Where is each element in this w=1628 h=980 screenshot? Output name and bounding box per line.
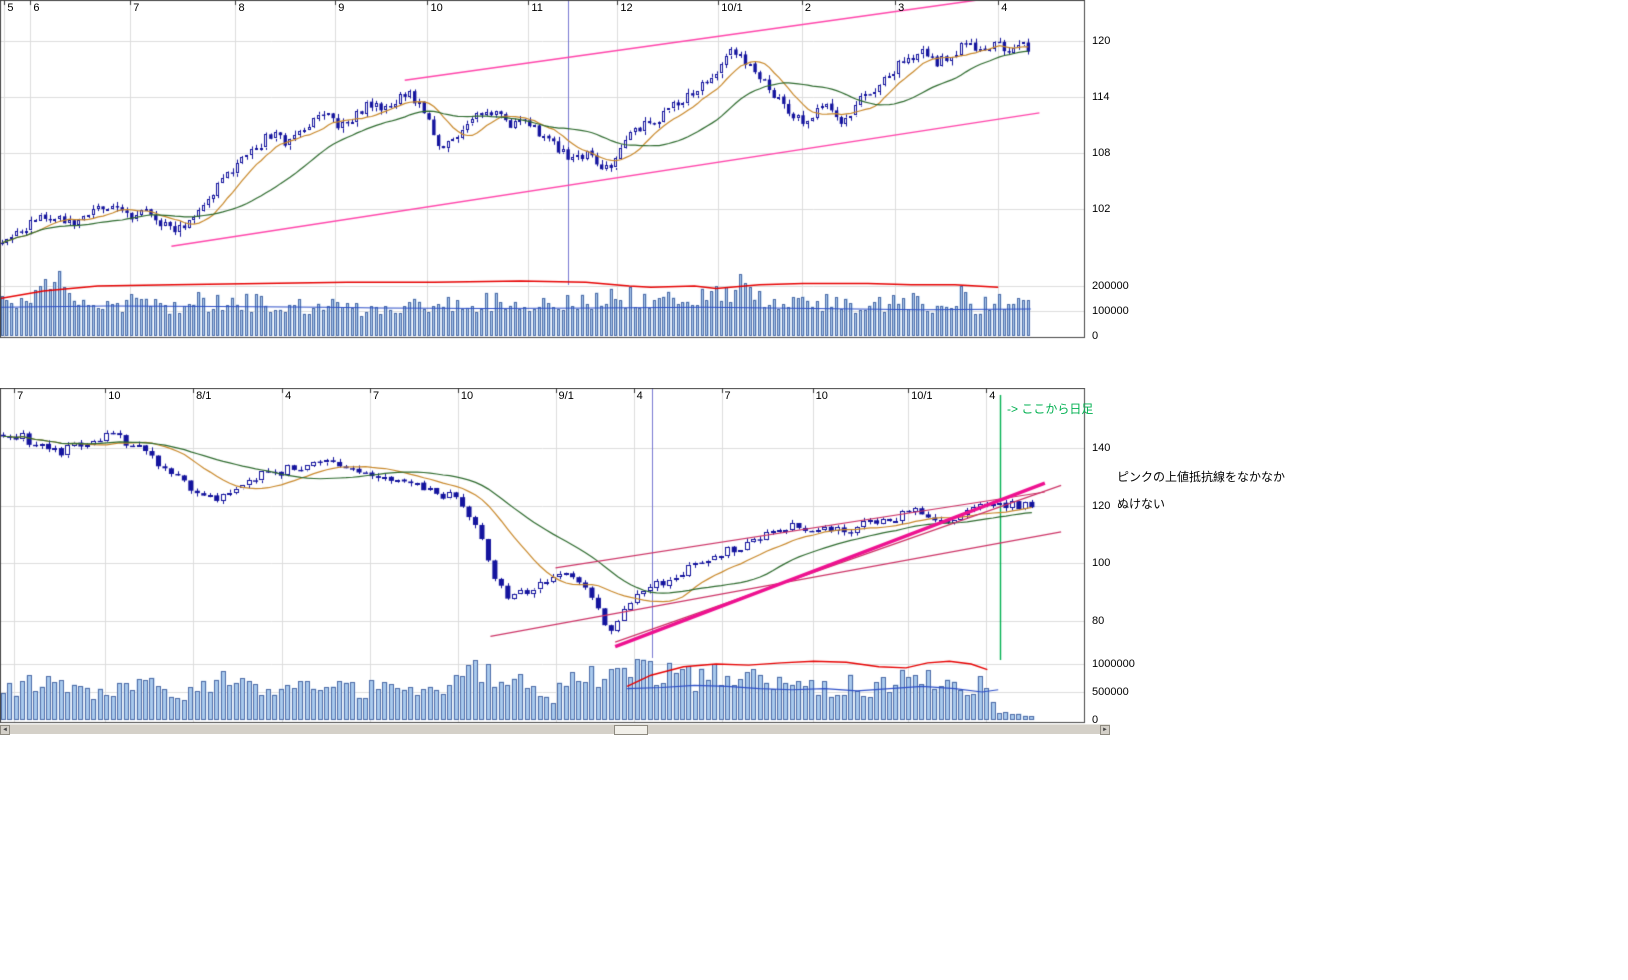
- daily-chart-canvas: [0, 0, 1140, 342]
- daily-chart: 5 6 7 8 9 10 11 12 10/1 2 3 4 120 114 108 102 200000 1000…: [0, 0, 1140, 342]
- scrollbar-right-arrow-icon[interactable]: ►: [1100, 725, 1110, 735]
- weekly-chart: 7 10 8/1 4 7 10 9/1 4 7 10 10/1 4 140 120 100 80 1000000…: [0, 388, 1140, 726]
- horizontal-scrollbar[interactable]: ◄ ►: [0, 724, 1110, 735]
- daily-start-annotation: -> ここから日足: [1007, 402, 1094, 416]
- resistance-note-line2: ぬけない: [1117, 497, 1166, 511]
- weekly-chart-canvas: [0, 388, 1140, 724]
- scrollbar-thumb[interactable]: [614, 725, 648, 735]
- resistance-note-line1: ピンクの上値抵抗線をなかなか: [1117, 470, 1286, 484]
- scrollbar-left-arrow-icon[interactable]: ◄: [0, 725, 10, 735]
